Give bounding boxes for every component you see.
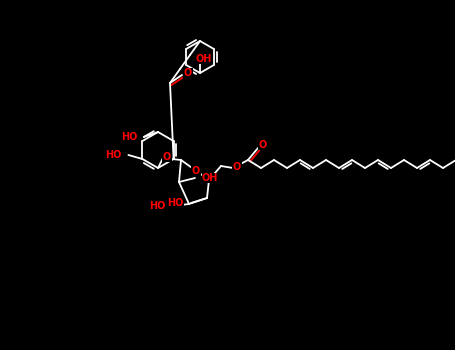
- Text: OH: OH: [196, 54, 212, 64]
- Text: HO: HO: [121, 132, 137, 142]
- Text: O: O: [259, 140, 267, 150]
- Text: O: O: [184, 68, 192, 78]
- Text: HO: HO: [150, 201, 166, 211]
- Text: HO: HO: [167, 198, 184, 208]
- Text: HO: HO: [105, 150, 121, 160]
- Text: OH: OH: [202, 173, 218, 183]
- Text: O: O: [163, 152, 171, 162]
- Text: O: O: [192, 166, 200, 176]
- Text: O: O: [233, 162, 241, 172]
